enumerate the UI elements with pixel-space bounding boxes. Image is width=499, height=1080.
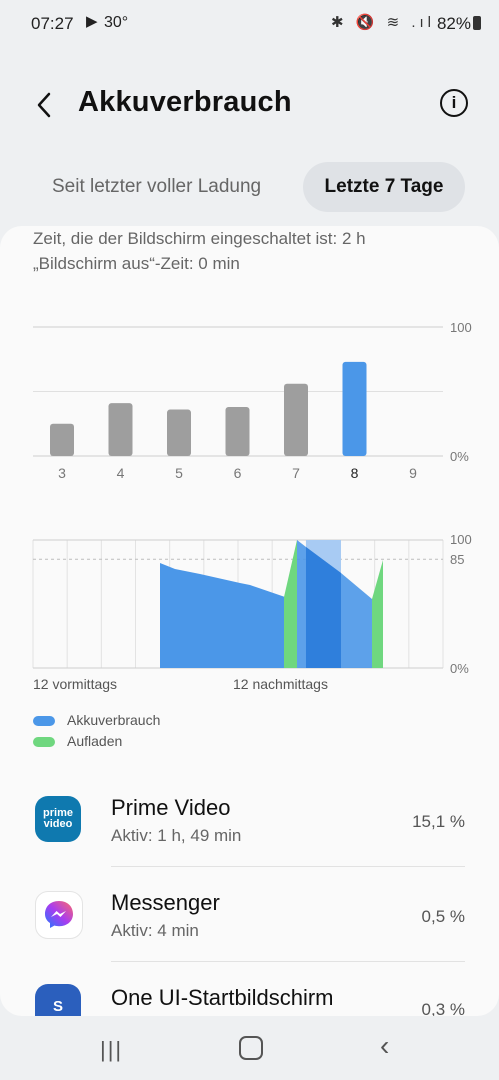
app-row-prime-video[interactable]: prime video Prime Video Aktiv: 1 h, 49 m… [0, 772, 499, 866]
daily-usage-chart: 100 0% 3 4 5 6 7 8 9 [33, 320, 472, 481]
app-active-time: Aktiv: 4 min [111, 921, 199, 940]
status-temperature: 30° [104, 14, 129, 31]
play-store-icon: ▶ [86, 13, 98, 30]
app-row-one-ui-home[interactable]: S One UI-Startbildschirm 0,3 % [0, 962, 499, 1016]
app-name: One UI-Startbildschirm [111, 985, 334, 1010]
page-title: Akkuverbrauch [78, 86, 292, 118]
home-icon[interactable] [239, 1036, 263, 1060]
messenger-icon [35, 891, 83, 939]
bar-7 [284, 383, 308, 456]
x-tick-label: 6 [234, 465, 242, 481]
x-tick-label: 8 [351, 465, 359, 481]
status-battery: 82% [436, 14, 471, 33]
app-percent: 0,5 % [421, 907, 465, 926]
usage-area [160, 563, 285, 668]
y-tick-label: 100 [450, 320, 472, 335]
prime-video-icon: prime video [35, 796, 81, 842]
y-tick-label: 0% [450, 661, 469, 676]
tab-since-full-charge[interactable]: Seit letzter voller Ladung [52, 176, 262, 197]
x-tick-label: 3 [58, 465, 66, 481]
info-icon[interactable]: i [440, 89, 468, 117]
status-icons: ✱ 🔇 ≋ .ıl [331, 14, 435, 31]
navigation-bar [0, 1016, 499, 1080]
divider [111, 961, 465, 962]
app-row-messenger[interactable]: Messenger Aktiv: 4 min 0,5 % [0, 867, 499, 961]
charging-area [284, 540, 297, 668]
bar-4 [108, 403, 133, 456]
hourly-usage-chart: 100 85 0% 12 vormittags 12 nachmittags [32, 532, 472, 692]
app-name: Messenger [111, 890, 220, 915]
app-percent: 15,1 % [412, 812, 465, 831]
status-bar: 07:27 ▶ 30° ✱ 🔇 ≋ .ıl 82% [0, 0, 499, 48]
recent-apps-icon[interactable]: ||| [100, 1037, 124, 1062]
app-active-time: Aktiv: 1 h, 49 min [111, 826, 242, 845]
x-tick-label: 5 [175, 465, 183, 481]
back-icon[interactable]: ‹ [380, 1030, 390, 1061]
tab-last-7-days[interactable]: Letzte 7 Tage [303, 162, 465, 212]
x-tick-label: 12 vormittags [33, 676, 117, 692]
x-tick-label: 7 [292, 465, 300, 481]
y-tick-label: 85 [450, 552, 464, 567]
app-name: Prime Video [111, 795, 231, 820]
divider [111, 866, 465, 867]
app-percent: 0,3 % [421, 1000, 465, 1016]
charging-area [372, 560, 383, 668]
x-tick-label: 4 [117, 465, 125, 481]
bar-5 [167, 409, 191, 456]
usage-area-selected [306, 547, 341, 668]
x-tick-label: 12 nachmittags [233, 676, 328, 692]
y-tick-label: 100 [450, 532, 472, 547]
battery-icon [473, 16, 481, 30]
bar-6 [225, 406, 250, 456]
screen-on-time: Zeit, die der Bildschirm eingeschaltet i… [33, 229, 366, 248]
screen-off-time: „Bildschirm aus“-Zeit: 0 min [33, 254, 240, 273]
legend-charging: Aufladen [33, 733, 122, 749]
one-ui-home-icon: S [35, 984, 81, 1016]
legend-usage: Akkuverbrauch [33, 712, 160, 728]
y-tick-label: 0% [450, 449, 469, 464]
x-tick-label: 9 [409, 465, 417, 481]
bar-8 [342, 361, 367, 456]
status-time: 07:27 [31, 14, 74, 33]
bar-3 [50, 423, 74, 456]
chevron-left-icon[interactable] [30, 90, 60, 120]
